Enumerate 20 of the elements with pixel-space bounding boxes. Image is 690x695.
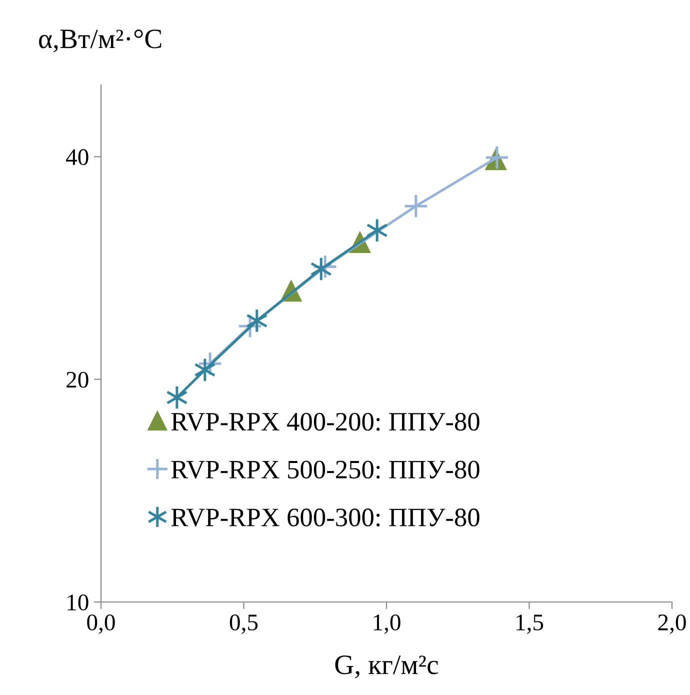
legend-label: RVP-RPX 400-200: ППУ-80 — [171, 412, 480, 431]
x-tick-label: 2,0 — [658, 614, 686, 634]
y-axis-title: α,Вт/м²·°C — [39, 30, 162, 52]
point — [366, 218, 388, 243]
x-tick-label: 1,5 — [516, 614, 544, 634]
legend-label: RVP-RPX 500-250: ППУ-80 — [171, 460, 480, 479]
point — [310, 256, 332, 282]
x-tick-label: 0,0 — [87, 614, 115, 634]
y-tick-label: 40 — [66, 149, 88, 166]
point — [246, 308, 268, 334]
point — [166, 385, 188, 410]
x-tick-label: 1,0 — [374, 614, 400, 634]
point — [484, 145, 510, 170]
point — [194, 357, 216, 382]
legend-label: RVP-RPX 600-300: ППУ-80 — [171, 508, 480, 526]
x-tick-label: 0,5 — [230, 614, 258, 634]
x-axis-title: G, кг/м²с — [335, 656, 438, 678]
y-tick-label: 10 — [68, 594, 88, 610]
point — [404, 194, 428, 218]
y-tick-label: 20 — [66, 372, 88, 388]
